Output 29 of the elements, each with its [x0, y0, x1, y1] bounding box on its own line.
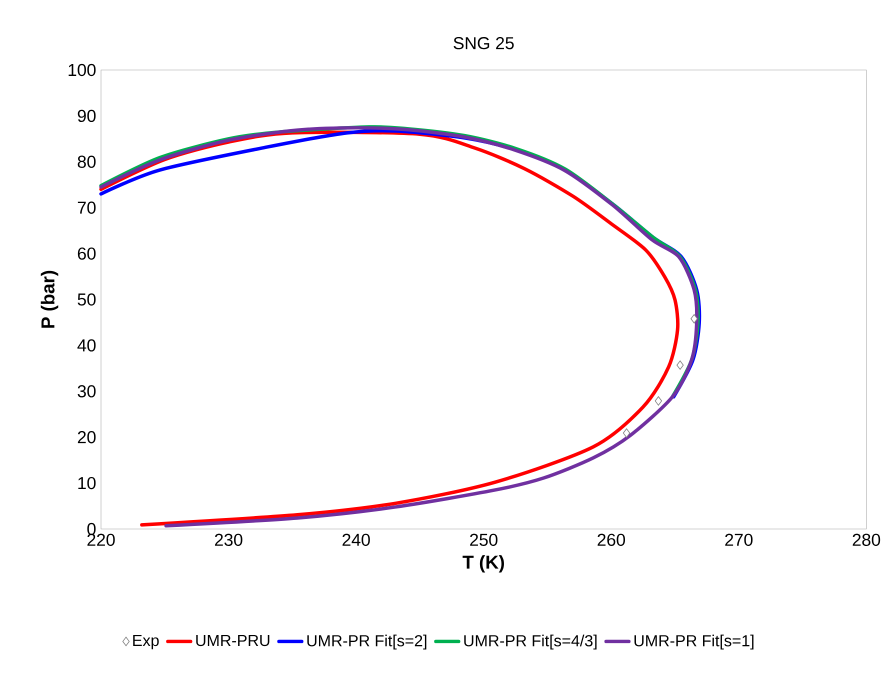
legend-label: Exp: [133, 634, 159, 650]
legend-label: UMR-PRU: [196, 634, 270, 646]
y-tick-label: 10: [78, 476, 96, 490]
y-tick-label: 60: [78, 247, 96, 260]
point: [622, 428, 630, 438]
legend-label: UMR-PR Fit[s=4/3]: [464, 634, 597, 650]
y-tick-label: 80: [78, 156, 96, 168]
x-tick-label: 220: [87, 534, 115, 546]
point: [676, 360, 684, 370]
y-axis-title: P (bar): [40, 270, 58, 328]
x-tick-label: 230: [214, 534, 242, 546]
point: [690, 314, 698, 324]
y-tick-label: 50: [78, 293, 96, 306]
chart-title: SNG 25: [454, 37, 514, 50]
x-tick-label: 250: [470, 534, 498, 546]
point: [654, 396, 662, 406]
x-tick-label: 260: [598, 534, 626, 546]
y-tick-label: 100: [68, 64, 96, 76]
x-tick-label: 240: [342, 534, 370, 546]
x-tick-label: 270: [725, 534, 753, 546]
y-tick-label: 30: [78, 385, 96, 398]
x-axis-title: T (K): [462, 555, 504, 573]
y-tick-label: 90: [78, 110, 96, 122]
y-tick-label: 20: [78, 431, 96, 444]
y-tick-label: 70: [78, 202, 96, 214]
x-tick-label: 280: [852, 534, 880, 546]
y-tick-label: 40: [77, 339, 96, 352]
legend-label: UMR-PR Fit[s=1]: [634, 634, 754, 650]
legend-label: UMR-PR Fit[s=2]: [307, 634, 426, 650]
